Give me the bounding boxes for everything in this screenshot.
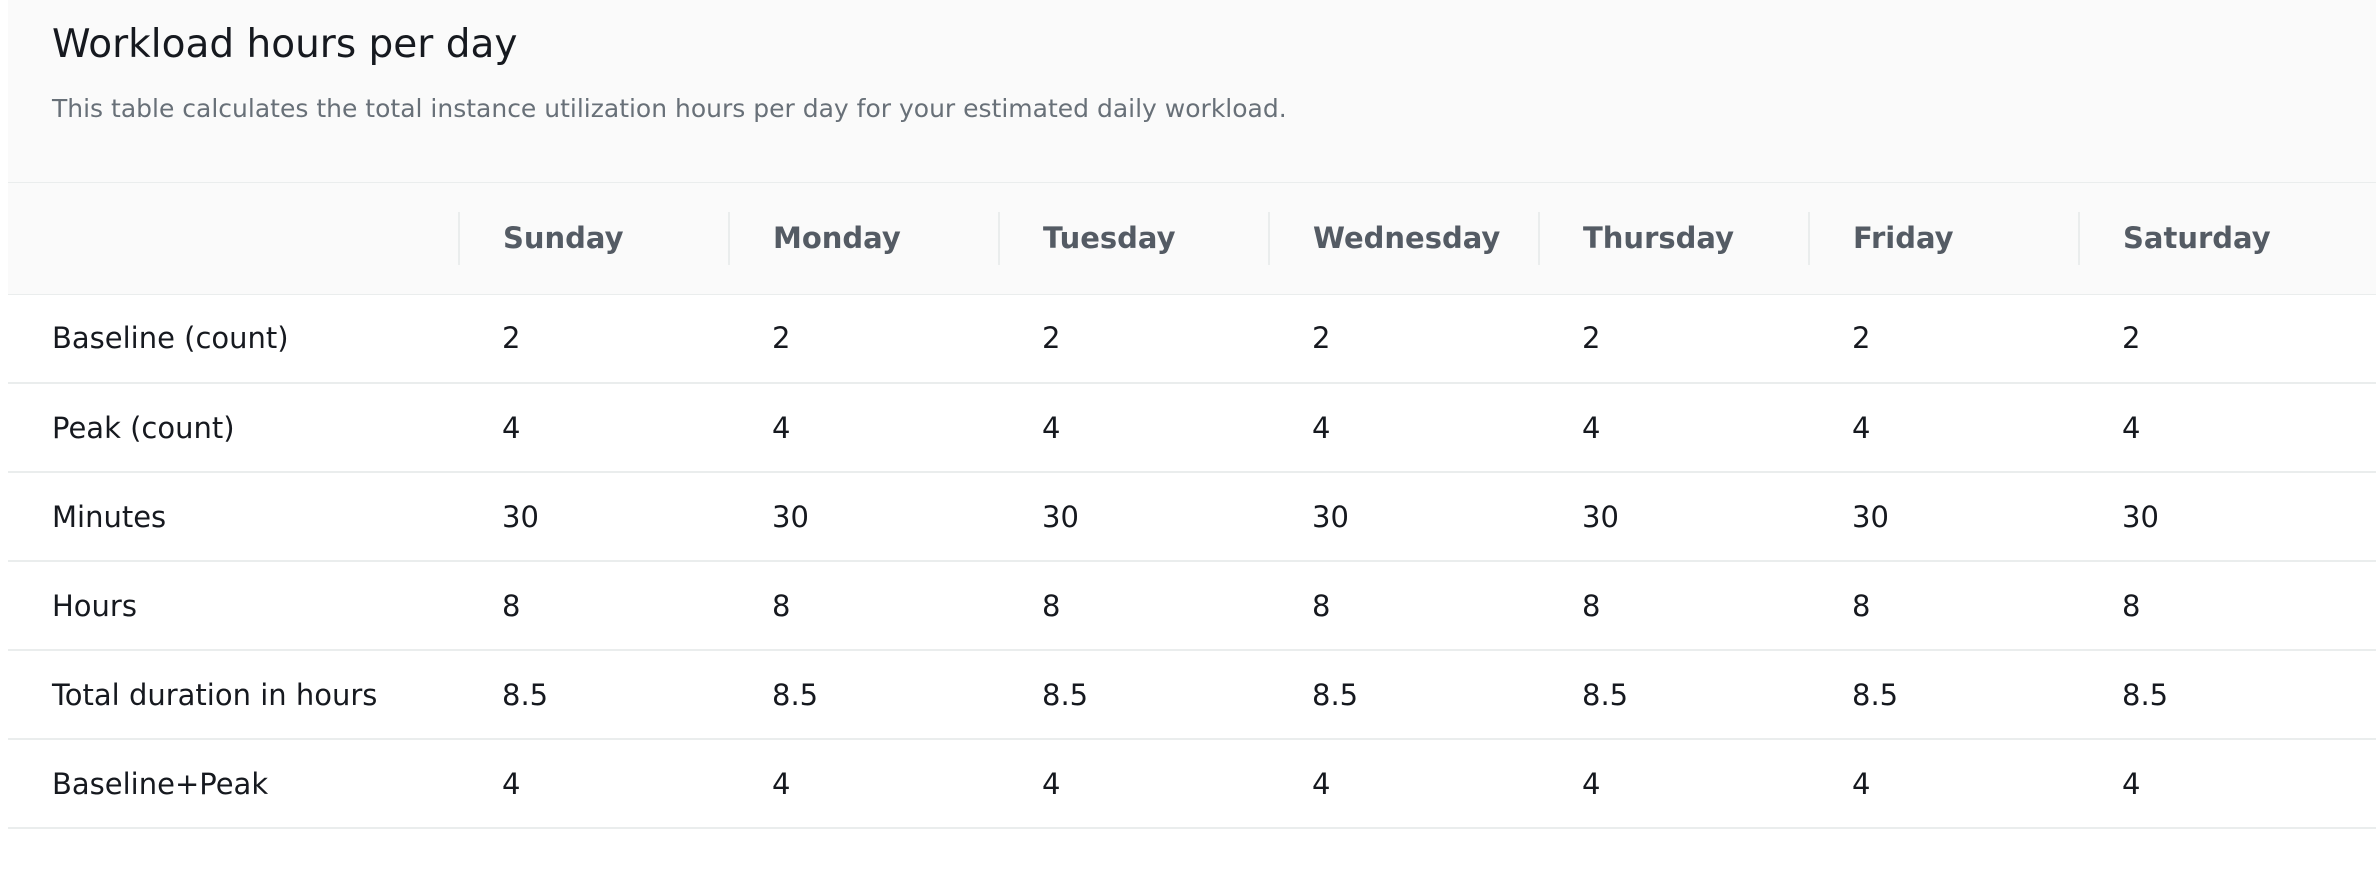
table-cell: 8.5 <box>458 650 728 740</box>
table-row-minutes: Minutes 30 30 30 30 30 30 30 <box>8 472 2376 562</box>
table-cell: 2 <box>998 294 1268 384</box>
table-cell: 4 <box>1268 383 1538 473</box>
table-cell: 8 <box>998 561 1268 651</box>
column-separator <box>728 212 730 265</box>
table-row-total-duration: Total duration in hours 8.5 8.5 8.5 8.5 … <box>8 650 2376 740</box>
workload-table: Sunday Monday Tuesday Wednesday Thursday… <box>8 183 2376 829</box>
column-header-wednesday: Wednesday <box>1268 183 1538 295</box>
panel-title: Workload hours per day <box>52 22 518 67</box>
column-separator <box>1808 212 1810 265</box>
table-row-baseline-peak: Baseline+Peak 4 4 4 4 4 4 4 <box>8 739 2376 829</box>
table-cell: 30 <box>1808 472 2078 562</box>
column-separator <box>1538 212 1540 265</box>
table-cell: 8 <box>728 561 998 651</box>
column-header-friday: Friday <box>1808 183 2078 295</box>
table-cell: 4 <box>1808 383 2078 473</box>
table-cell: 8.5 <box>1538 650 1808 740</box>
table-cell: 4 <box>998 383 1268 473</box>
table-cell: 8 <box>2078 561 2376 651</box>
panel-header: Workload hours per day This table calcul… <box>8 0 2376 183</box>
table-cell: 30 <box>728 472 998 562</box>
column-separator <box>2078 212 2080 265</box>
column-separator <box>998 212 1000 265</box>
table-cell: 8 <box>1808 561 2078 651</box>
table-cell: 8.5 <box>728 650 998 740</box>
row-label: Baseline (count) <box>8 294 458 384</box>
column-header-sunday: Sunday <box>458 183 728 295</box>
table-cell: 8.5 <box>1808 650 2078 740</box>
table-cell: 30 <box>2078 472 2376 562</box>
row-label: Baseline+Peak <box>8 739 458 829</box>
table-cell: 4 <box>728 383 998 473</box>
column-header-tuesday: Tuesday <box>998 183 1268 295</box>
column-separator <box>458 212 460 265</box>
table-cell: 2 <box>2078 294 2376 384</box>
row-label: Total duration in hours <box>8 650 458 740</box>
panel-description: This table calculates the total instance… <box>52 94 1287 123</box>
table-row-baseline-count: Baseline (count) 2 2 2 2 2 2 2 <box>8 294 2376 384</box>
table-cell: 2 <box>1268 294 1538 384</box>
column-header-row-label <box>8 183 458 295</box>
column-header-saturday: Saturday <box>2078 183 2376 295</box>
table-cell: 30 <box>1268 472 1538 562</box>
table-header-row: Sunday Monday Tuesday Wednesday Thursday… <box>8 183 2376 295</box>
table-cell: 30 <box>998 472 1268 562</box>
workload-hours-panel: Workload hours per day This table calcul… <box>8 0 2376 836</box>
column-header-thursday: Thursday <box>1538 183 1808 295</box>
table-cell: 2 <box>1808 294 2078 384</box>
table-cell: 30 <box>458 472 728 562</box>
table-cell: 30 <box>1538 472 1808 562</box>
table-cell: 4 <box>1268 739 1538 829</box>
table-cell: 2 <box>728 294 998 384</box>
table-cell: 8 <box>458 561 728 651</box>
table-cell: 8.5 <box>998 650 1268 740</box>
table-cell: 8.5 <box>1268 650 1538 740</box>
table-cell: 2 <box>1538 294 1808 384</box>
row-label: Minutes <box>8 472 458 562</box>
table-cell: 4 <box>1538 739 1808 829</box>
table-cell: 8 <box>1538 561 1808 651</box>
row-label: Hours <box>8 561 458 651</box>
table-cell: 4 <box>728 739 998 829</box>
column-header-monday: Monday <box>728 183 998 295</box>
table-cell: 4 <box>458 383 728 473</box>
table-cell: 4 <box>1808 739 2078 829</box>
table-cell: 8 <box>1268 561 1538 651</box>
table-cell: 2 <box>458 294 728 384</box>
table-cell: 4 <box>2078 383 2376 473</box>
row-label: Peak (count) <box>8 383 458 473</box>
table-row-peak-count: Peak (count) 4 4 4 4 4 4 4 <box>8 383 2376 473</box>
table-cell: 4 <box>458 739 728 829</box>
table-cell: 4 <box>998 739 1268 829</box>
table-cell: 8.5 <box>2078 650 2376 740</box>
table-cell: 4 <box>1538 383 1808 473</box>
column-separator <box>1268 212 1270 265</box>
table-cell: 4 <box>2078 739 2376 829</box>
table-row-hours: Hours 8 8 8 8 8 8 8 <box>8 561 2376 651</box>
